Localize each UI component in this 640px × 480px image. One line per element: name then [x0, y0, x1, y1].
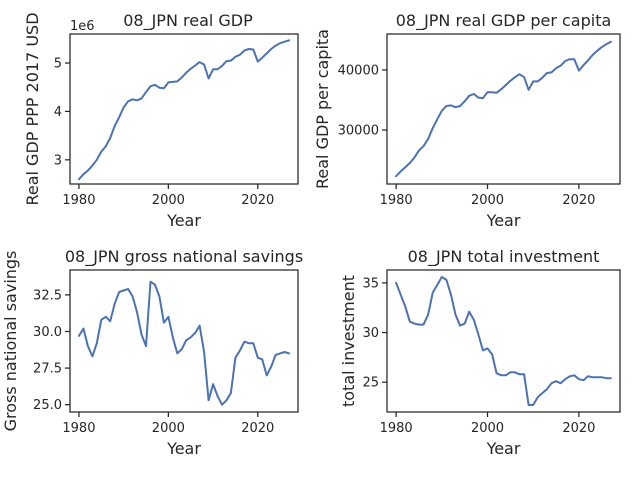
- x-tick-label: 1980: [62, 421, 95, 436]
- chart-panel-2: 1980 2000 2020 30000 40000 08_JPN real GDP pe…: [313, 11, 621, 230]
- y-tick-label: 25: [362, 376, 379, 391]
- y-axis-label: Real GDP PPP 2017 USD: [23, 12, 42, 205]
- y-tick-label: 5: [54, 57, 62, 72]
- y-tick-label: 30000: [338, 124, 379, 139]
- series-line-2-1: [395, 40, 612, 178]
- axes-frame: [386, 33, 621, 185]
- x-tick-label: 1980: [380, 193, 413, 208]
- series-line-3-1: [77, 280, 291, 406]
- y-axis-label: Real GDP per capita: [313, 29, 332, 189]
- x-tick-label: 2000: [152, 421, 185, 436]
- y-tick-label: 3: [54, 153, 62, 168]
- y-tick-label: 25.0: [33, 398, 62, 413]
- x-tick-label: 2000: [152, 193, 185, 208]
- axes-frame: [69, 33, 299, 185]
- x-tick-label: 2000: [471, 421, 504, 436]
- chart-title: 08_JPN real GDP: [123, 11, 253, 31]
- chart-title: 08_JPN gross national savings: [65, 247, 303, 267]
- y-axis-label: Gross national savings: [1, 251, 20, 432]
- axes-frame: [69, 269, 299, 413]
- y-tick-label: 40000: [338, 64, 379, 79]
- y-axis-label: total investment: [339, 275, 358, 407]
- chart-panel-4: 1980 2000 2020 25 30 35 08_JPN total investmen…: [339, 247, 621, 458]
- x-tick-label: 1980: [380, 421, 413, 436]
- y-tick-label: 35: [362, 276, 379, 291]
- x-tick-label: 2000: [471, 193, 504, 208]
- chart-title: 08_JPN total investment: [408, 247, 600, 267]
- x-axis-label: Year: [486, 439, 521, 458]
- chart-panel-1: 1980 2000 2020 3 4 5 08_JPN real GDP Year Real G…: [23, 11, 299, 230]
- axes-frame: [386, 269, 621, 413]
- y-tick-label: 30: [362, 326, 379, 341]
- series-line-4-1: [395, 276, 612, 406]
- y-tick-label: 32.5: [33, 288, 62, 303]
- x-axis-label: Year: [486, 211, 521, 230]
- series-line-1-1: [77, 39, 291, 181]
- x-tick-label: 2020: [241, 421, 274, 436]
- x-tick-label: 2020: [562, 193, 595, 208]
- x-axis-label: Year: [166, 211, 201, 230]
- y-tick-label: 30.0: [33, 325, 62, 340]
- chart-panel-3: 1980 2000 2020 25.0 27.5 30.0 32.5 08_JPN gross…: [1, 247, 303, 458]
- y-offset-label: 1e6: [70, 19, 95, 34]
- x-axis-label: Year: [166, 439, 201, 458]
- y-tick-label: 27.5: [33, 362, 62, 377]
- y-tick-label: 4: [54, 105, 62, 120]
- x-tick-label: 2020: [562, 421, 595, 436]
- x-tick-label: 2020: [241, 193, 274, 208]
- chart-title: 08_JPN real GDP per capita: [396, 11, 612, 31]
- x-tick-label: 1980: [62, 193, 95, 208]
